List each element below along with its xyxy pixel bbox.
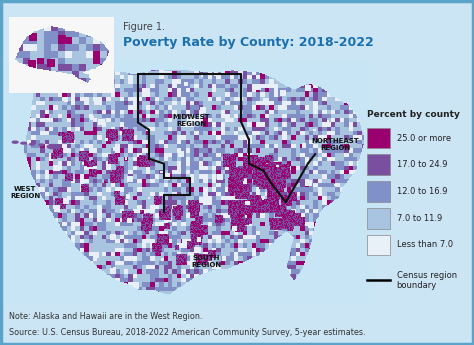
Text: Percent by county: Percent by county [367, 110, 460, 119]
Ellipse shape [21, 142, 27, 144]
FancyBboxPatch shape [367, 155, 390, 175]
Text: 12.0 to 16.9: 12.0 to 16.9 [397, 187, 447, 196]
FancyBboxPatch shape [367, 181, 390, 202]
Text: Census region
boundary: Census region boundary [397, 270, 456, 290]
Ellipse shape [30, 143, 35, 145]
Ellipse shape [12, 141, 18, 143]
Text: Poverty Rate by County: 2018-2022: Poverty Rate by County: 2018-2022 [123, 36, 374, 49]
Text: WEST
REGION: WEST REGION [10, 186, 40, 199]
Text: 7.0 to 11.9: 7.0 to 11.9 [397, 214, 442, 223]
Text: Note: Alaska and Hawaii are in the West Region.: Note: Alaska and Hawaii are in the West … [9, 312, 203, 321]
Text: Figure 1.: Figure 1. [123, 22, 165, 32]
Text: SOUTH
REGION: SOUTH REGION [191, 255, 221, 268]
FancyBboxPatch shape [367, 235, 390, 255]
Text: Source: U.S. Census Bureau, 2018-2022 American Community Survey, 5-year estimate: Source: U.S. Census Bureau, 2018-2022 Am… [9, 328, 366, 337]
Text: NORTHEAST
REGION: NORTHEAST REGION [312, 138, 359, 151]
FancyBboxPatch shape [367, 128, 390, 148]
Ellipse shape [39, 144, 44, 146]
Text: MIDWEST
REGION: MIDWEST REGION [173, 114, 210, 127]
Ellipse shape [47, 145, 60, 149]
Text: Less than 7.0: Less than 7.0 [397, 240, 453, 249]
Text: 25.0 or more: 25.0 or more [397, 134, 451, 142]
FancyBboxPatch shape [367, 208, 390, 229]
Text: 17.0 to 24.9: 17.0 to 24.9 [397, 160, 447, 169]
